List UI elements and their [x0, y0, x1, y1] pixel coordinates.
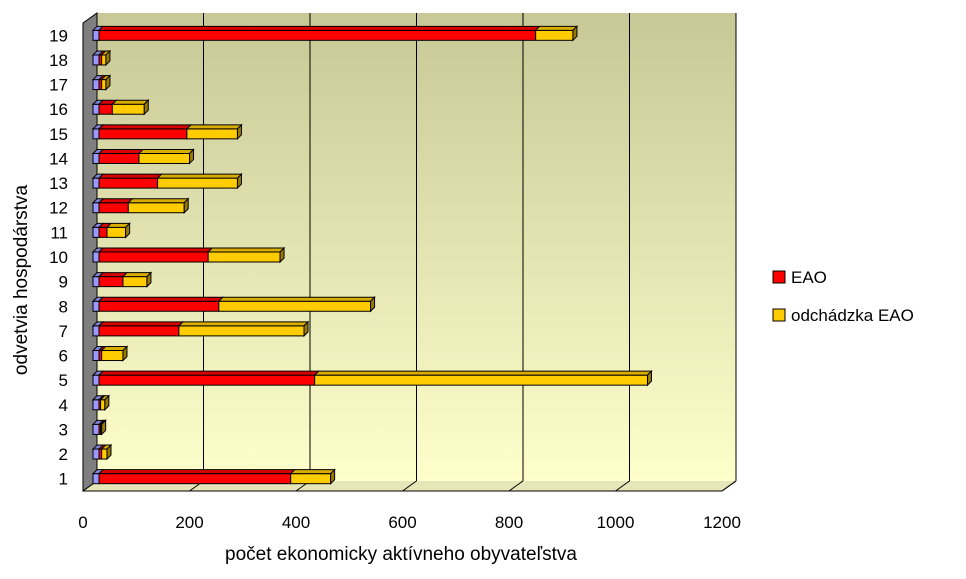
x-tick-label: 600	[388, 513, 416, 532]
y-tick-label: 12	[49, 199, 68, 218]
y-tick-label: 1	[59, 470, 68, 489]
y-tick-label: 19	[49, 26, 68, 45]
bar-segment	[313, 370, 653, 386]
bar-segment	[534, 25, 579, 41]
floor-gridline	[402, 480, 417, 492]
floor-gridline	[508, 480, 524, 492]
bar-segment	[97, 321, 185, 337]
bar-segment	[206, 247, 286, 263]
legend-label: odchádzka EAO	[791, 306, 914, 325]
bars	[91, 25, 653, 485]
x-tick-label: 400	[282, 513, 310, 532]
y-tick-label: 11	[50, 223, 68, 242]
x-axis-ticks: 0 200 400 600 800 1000 1200	[78, 513, 741, 532]
bar-end-cap	[303, 320, 309, 338]
bar-segment	[217, 296, 376, 312]
bar-end-cap	[104, 394, 110, 411]
bar-segment	[97, 370, 320, 386]
bar-segment	[156, 173, 243, 189]
bar-segment	[97, 469, 296, 485]
bar-end-cap	[143, 99, 149, 116]
bar-end-cap	[183, 197, 189, 214]
bar-end-cap	[236, 123, 242, 141]
x-tick-label: 200	[175, 513, 203, 532]
bar-segment	[97, 247, 214, 263]
bar-end-cap	[105, 74, 111, 91]
bar-end-cap	[330, 468, 336, 485]
gridlines	[82, 13, 737, 492]
y-tick-label: 6	[59, 347, 68, 366]
bar-end-cap	[189, 148, 195, 165]
y-tick-label: 3	[59, 420, 68, 439]
bar-segment	[97, 173, 163, 189]
bar-end-cap	[370, 296, 376, 313]
bar-end-cap	[572, 25, 578, 42]
bar-end-cap	[122, 345, 128, 362]
legend-item: EAO	[772, 268, 827, 287]
y-tick-label: 16	[49, 100, 68, 119]
x-tick-label: 0	[78, 513, 87, 532]
y-tick-label: 10	[49, 248, 68, 267]
x-tick-label: 1200	[703, 513, 741, 532]
bar-end-cap	[146, 271, 152, 288]
bar-end-cap	[236, 172, 242, 190]
y-tick-label: 17	[49, 76, 68, 95]
y-tick-label: 7	[59, 322, 68, 341]
bar-segment	[127, 198, 190, 214]
y-tick-label: 4	[59, 396, 68, 415]
bar-segment	[97, 99, 118, 115]
x-tick-label: 1000	[597, 513, 635, 532]
bar-segment	[289, 469, 336, 485]
bar-segment	[177, 321, 310, 337]
plot-area: 0 200 400 600 800 1000 1200 123456789101112131…	[49, 12, 741, 532]
bar-segment	[97, 25, 541, 41]
bar-segment	[97, 124, 193, 140]
bar-end-cap	[105, 49, 111, 67]
y-tick-label: 2	[59, 445, 68, 464]
y-tick-label: 9	[59, 273, 68, 292]
bar-end-cap	[125, 222, 131, 239]
y-axis-title: odvetvia hospodárstva	[11, 185, 32, 376]
x-axis-title: počet ekonomicky aktívneho obyvateľstva	[225, 544, 577, 565]
bar-segment	[97, 148, 145, 164]
bar-end-cap	[101, 419, 107, 436]
y-tick-label: 5	[59, 371, 68, 390]
y-tick-label: 8	[59, 297, 68, 316]
bar-segment	[97, 296, 225, 312]
y-tick-label: 14	[49, 149, 68, 168]
floor-gridline	[615, 480, 630, 492]
bar-segment	[97, 198, 134, 214]
bar-end-cap	[106, 443, 112, 461]
bar-segment	[137, 148, 195, 164]
bar-segment	[111, 99, 150, 115]
y-tick-label: 18	[49, 51, 68, 70]
y-tick-label: 15	[49, 125, 68, 144]
legend: EAO odchádzka EAO	[772, 268, 914, 325]
y-tick-label: 13	[49, 174, 68, 193]
legend-item: odchádzka EAO	[772, 306, 914, 325]
x-tick-label: 800	[495, 513, 523, 532]
bar-end-cap	[646, 369, 652, 387]
bar-end-cap	[279, 246, 285, 264]
bar-segment	[185, 124, 243, 140]
legend-label: EAO	[791, 268, 827, 287]
